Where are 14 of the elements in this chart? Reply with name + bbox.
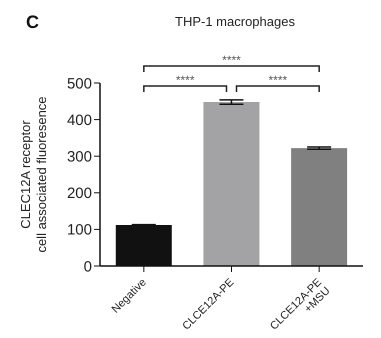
y-tick-label: 100 [66, 222, 92, 239]
y-tick-label: 300 [66, 148, 92, 166]
bar [291, 148, 348, 266]
y-tick-label: 200 [66, 185, 92, 202]
text: **** [222, 53, 242, 67]
y-axis-title: CLEC12A receptor cell associated fluoresence [18, 96, 49, 253]
chart-title: THP-1 macrophages [175, 14, 296, 29]
annotation: **** [268, 73, 288, 87]
annotation: **** [176, 73, 195, 87]
text: C [26, 12, 39, 32]
bar [203, 102, 260, 266]
y-tick-label: 500 [66, 75, 92, 92]
y-tick-label: 0 [84, 258, 92, 276]
y-tick-label: 400 [66, 112, 92, 129]
